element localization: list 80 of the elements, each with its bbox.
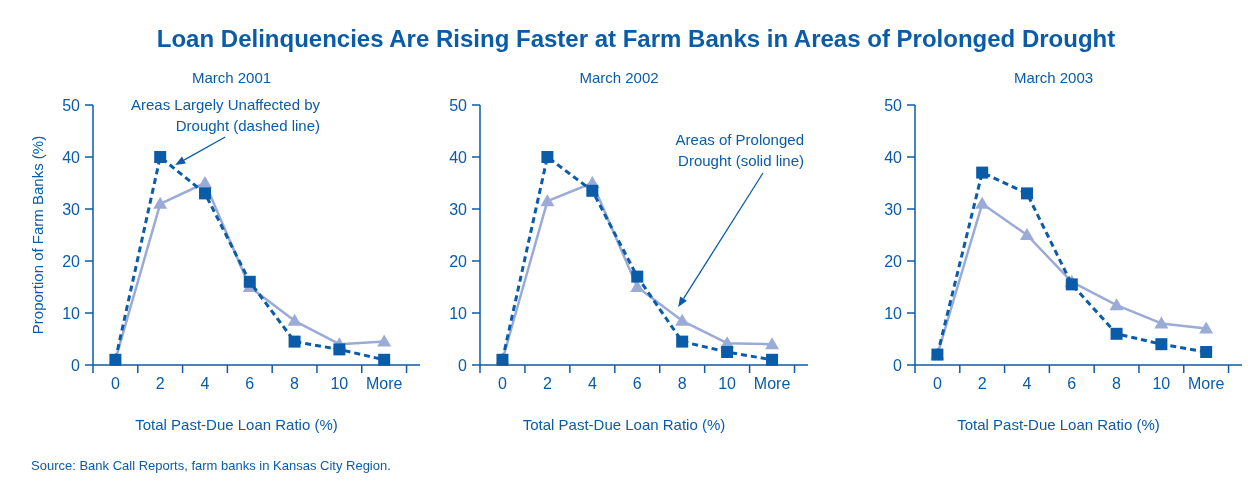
point	[1199, 321, 1214, 334]
y-tick-label: 30	[62, 200, 81, 218]
point	[676, 335, 689, 348]
x-tick-label: 4	[587, 375, 597, 392]
chart-subtitle: March 2001	[191, 69, 272, 86]
y-tick-label: 0	[893, 356, 903, 374]
x-tick-label: 2	[155, 375, 165, 392]
chart-subtitle: March 2002	[579, 69, 659, 86]
text: Loan Delinquencies Are Rising Faster at Farm Banks in Areas of Prolonged Drought	[156, 25, 1116, 52]
y-tick-label: 10	[449, 304, 468, 322]
point	[1154, 316, 1169, 329]
y-tick-label: 0	[458, 356, 468, 374]
point	[153, 196, 168, 209]
x-tick-label: 8	[1112, 375, 1122, 392]
x-tick-label: 10	[1152, 375, 1171, 392]
point	[721, 346, 734, 358]
y-tick-label: 20	[62, 252, 81, 270]
point	[154, 151, 167, 163]
x-tick-label: 6	[632, 375, 642, 392]
x-tick-label: 6	[1067, 375, 1077, 392]
y-tick-label: 50	[449, 96, 468, 114]
point	[630, 280, 645, 292]
point	[765, 337, 780, 350]
x-tick-label: 2	[542, 375, 552, 392]
point	[198, 187, 211, 200]
point	[1110, 327, 1123, 340]
chart-subtitle: March 2003	[1013, 69, 1094, 86]
x-tick-label: 0	[932, 375, 942, 392]
point	[378, 353, 391, 366]
point	[541, 151, 554, 163]
point	[586, 184, 599, 197]
y-tick-label: 0	[71, 356, 81, 374]
point	[288, 335, 301, 348]
point	[333, 343, 346, 356]
x-tick-label: More	[1187, 375, 1225, 392]
y-tick-label: 40	[62, 148, 81, 166]
x-tick-label: More	[753, 375, 791, 392]
point	[675, 313, 690, 326]
x-axis-title: Total Past-Due Loan Ratio (%)	[522, 416, 726, 433]
y-tick-label: 40	[884, 148, 903, 166]
x-axis-title: Total Past-Due Loan Ratio (%)	[135, 416, 338, 433]
x-tick-label: 8	[290, 375, 300, 392]
point	[540, 194, 555, 207]
point	[975, 196, 990, 209]
y-axis-title: Proportion of Farm Banks (%)	[29, 135, 46, 335]
point	[377, 334, 392, 347]
x-tick-label: 4	[200, 375, 210, 392]
y-tick-label: 30	[884, 200, 903, 218]
point	[1020, 187, 1033, 200]
y-tick-label: 40	[449, 148, 468, 166]
annotation: Areas of Prolonged Drought (solid line)	[675, 131, 804, 169]
y-tick-label: 10	[884, 304, 903, 322]
x-tick-label: 2	[977, 375, 987, 392]
y-tick-label: 20	[884, 252, 903, 270]
x-tick-label: 10	[718, 375, 737, 392]
point	[1200, 346, 1213, 358]
point	[243, 275, 256, 288]
point	[766, 353, 779, 366]
point	[1109, 298, 1124, 311]
point	[976, 166, 989, 179]
x-axis-title: Total Past-Due Loan Ratio (%)	[957, 416, 1160, 433]
x-tick-label: More	[365, 375, 403, 392]
source-note: Source: Bank Call Reports, farm banks in Kansas City Region.	[31, 458, 391, 473]
x-tick-label: 0	[498, 375, 508, 392]
x-tick-label: 4	[1022, 375, 1032, 392]
y-tick-label: 50	[884, 96, 903, 114]
y-tick-label: 20	[449, 252, 468, 270]
x-tick-label: 0	[110, 375, 120, 392]
x-tick-label: 6	[245, 375, 255, 392]
point	[1065, 278, 1078, 291]
y-tick-label: 10	[62, 304, 81, 322]
y-tick-label: 50	[62, 96, 81, 114]
point	[1019, 228, 1034, 240]
x-tick-label: 8	[677, 375, 687, 392]
point	[287, 313, 302, 326]
annotation: Areas Largely Unaffected by Drought (dashed line)	[130, 96, 321, 134]
x-tick-label: 10	[330, 375, 349, 392]
point	[631, 270, 644, 283]
point	[1155, 338, 1168, 351]
y-tick-label: 30	[449, 200, 468, 218]
